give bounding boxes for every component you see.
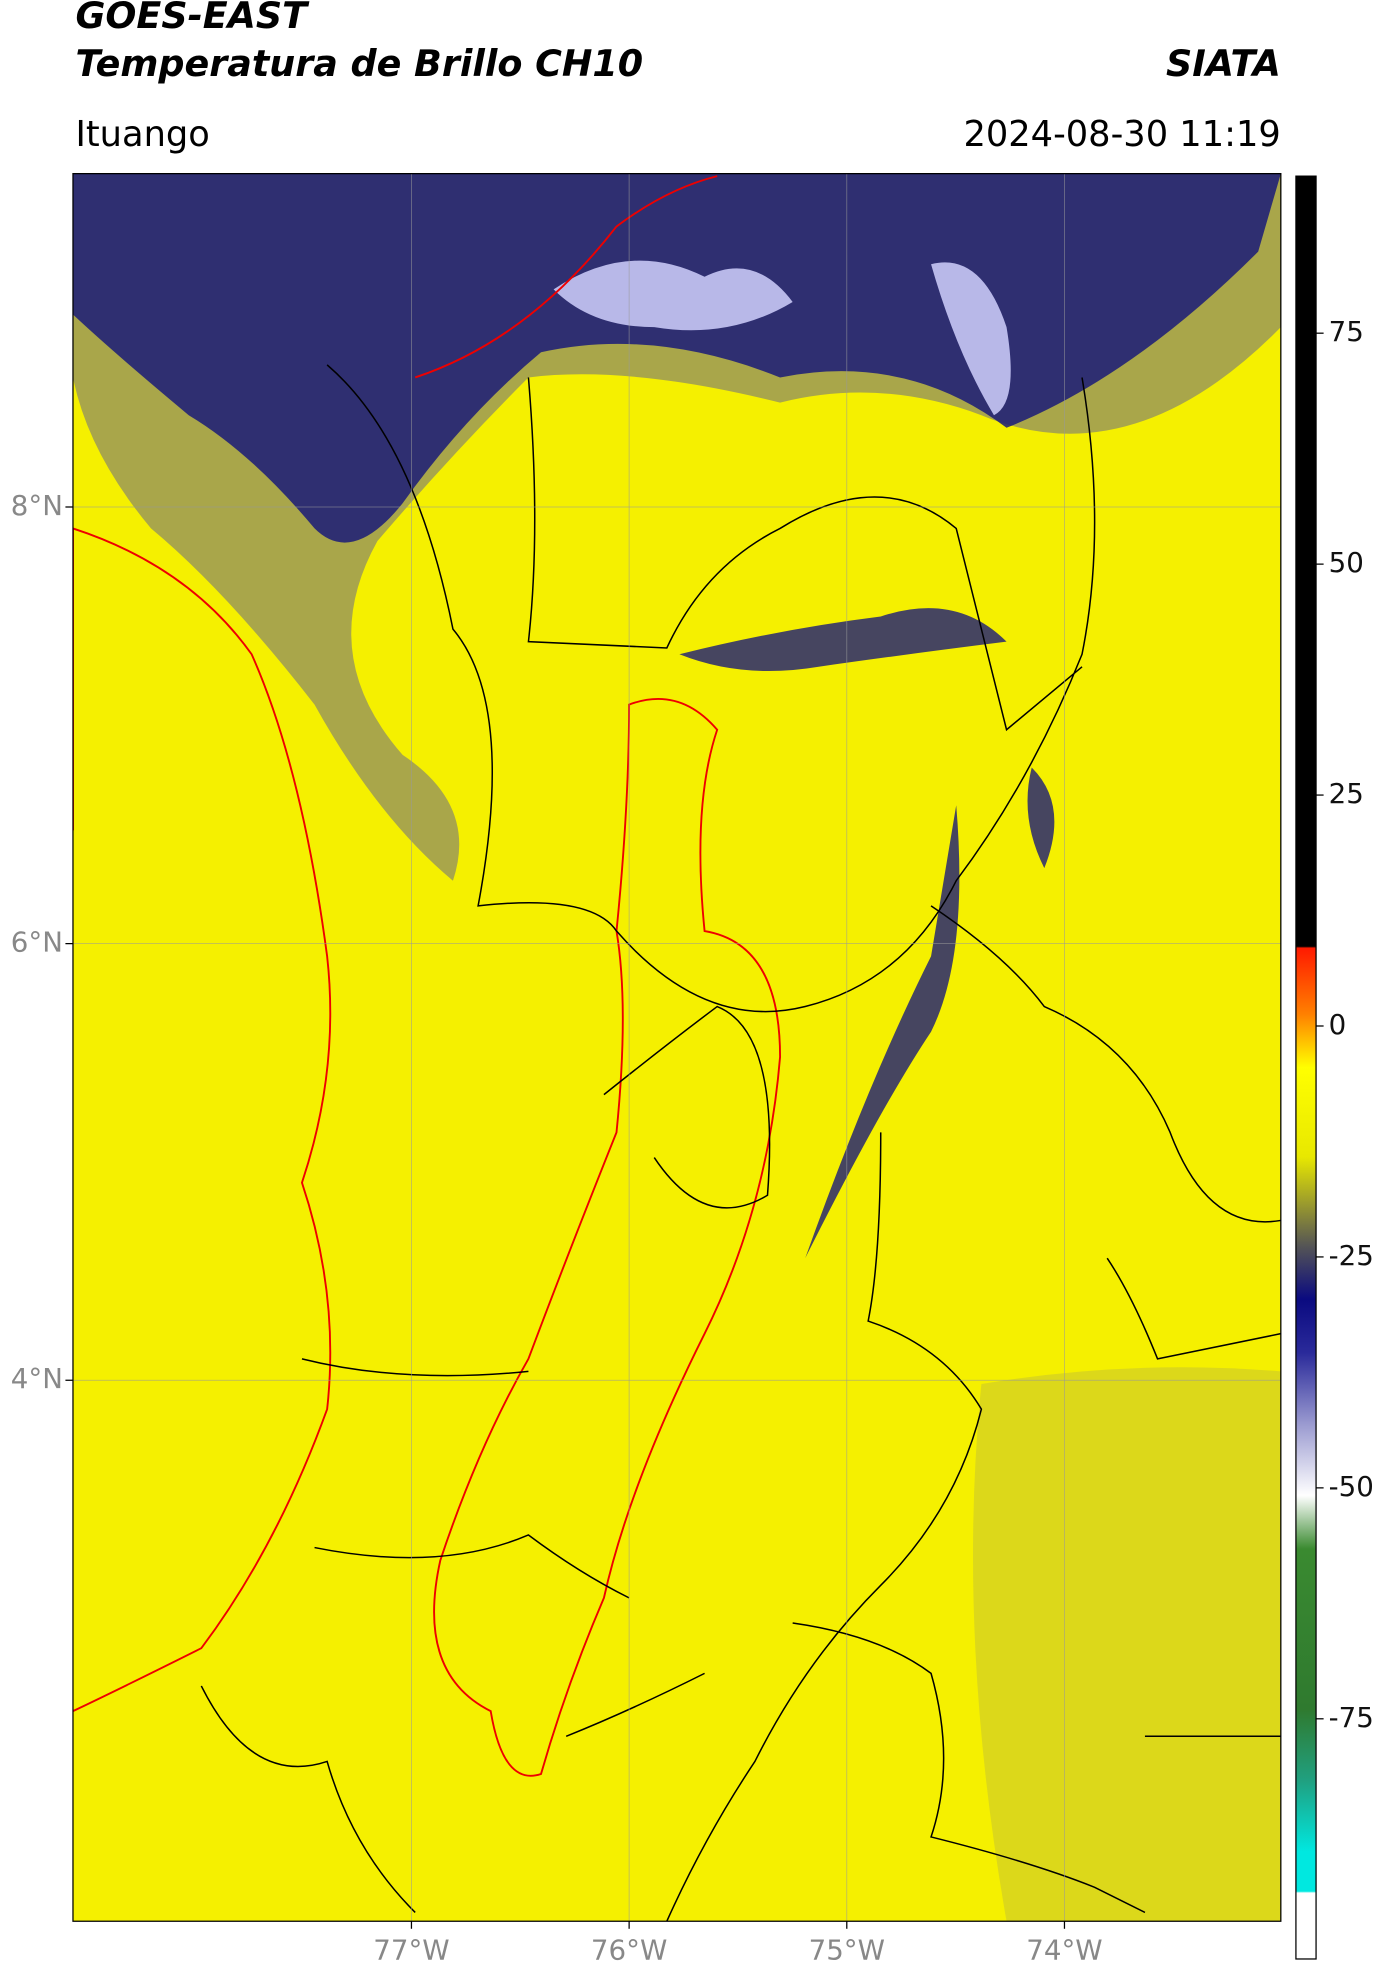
y-tick-label: 4°N xyxy=(11,1362,63,1395)
colorbar-tick-label: 0 xyxy=(1329,1008,1347,1041)
title: GOES-EAST xyxy=(75,0,310,37)
x-tick-label: 77°W xyxy=(373,1933,449,1966)
map-frame xyxy=(72,172,1282,1922)
colorbar-tick-label: -50 xyxy=(1329,1470,1374,1503)
colorbar-tick-label: 75 xyxy=(1329,315,1364,348)
colorbar-tick-label: -75 xyxy=(1329,1701,1374,1734)
map-image xyxy=(72,173,1281,1922)
x-tick-label: 74°W xyxy=(1026,1933,1102,1966)
source: SIATA xyxy=(1166,42,1281,85)
subtitle: Temperatura de Brillo CH10 xyxy=(75,42,643,85)
datetime: 2024-08-30 11:19 xyxy=(963,114,1280,155)
colorbar xyxy=(1295,175,1317,1960)
colorbar-tick-label: -25 xyxy=(1329,1239,1374,1272)
y-tick-label: 8°N xyxy=(11,489,63,522)
y-tick-label: 6°N xyxy=(11,926,63,959)
x-tick-label: 76°W xyxy=(591,1933,667,1966)
colorbar-tick-label: 25 xyxy=(1329,777,1364,810)
x-tick-label: 75°W xyxy=(809,1933,885,1966)
colorbar-tick-label: 50 xyxy=(1329,546,1364,579)
location: Ituango xyxy=(75,114,209,155)
